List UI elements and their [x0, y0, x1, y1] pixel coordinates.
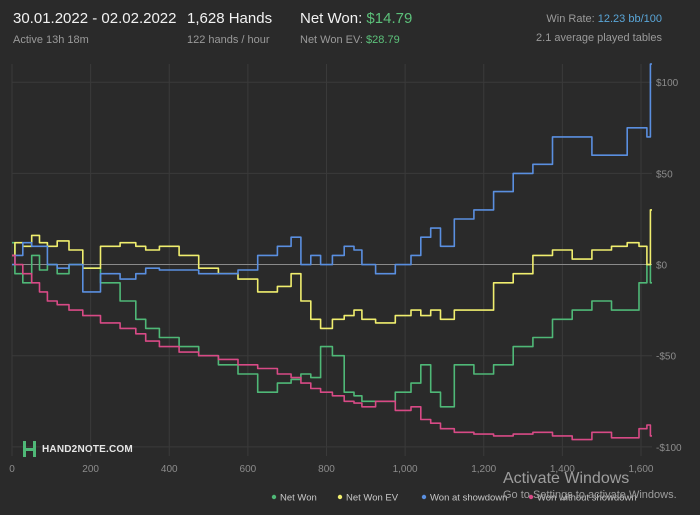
results-graph[interactable]: 0 200 400 600 800 1,000 1,200 1,400 1,600 $100 $50… — [0, 58, 700, 515]
x-tick-label: 600 — [240, 464, 257, 475]
win-rate: Win Rate: 12.23 bb/100 — [536, 13, 662, 25]
net-won-label: Net Won: — [300, 10, 363, 27]
series-line-showdown — [12, 63, 652, 293]
x-tick-label: 200 — [82, 464, 99, 475]
y-tick-label: -$50 — [656, 352, 676, 363]
hands-count: 1,628 Hands — [187, 10, 273, 27]
brand-name: HAND2NOTE.COM — [42, 443, 133, 455]
x-tick-label: 800 — [318, 464, 335, 475]
active-duration: Active 13h 18m — [13, 34, 89, 46]
legend-label: Net Won — [280, 493, 317, 504]
x-tick-label: 1,600 — [628, 464, 653, 475]
y-tick-label: $0 — [656, 261, 668, 272]
series-line-net-won-ev — [12, 209, 652, 330]
date-range-block: 30.01.2022 - 02.02.2022 Active 13h 18m — [13, 10, 176, 46]
x-tick-label: 1,200 — [471, 464, 496, 475]
y-tick-label: $100 — [656, 78, 679, 89]
watermark-line1: Activate Windows — [503, 470, 630, 487]
win-rate-label: Win Rate: — [546, 13, 595, 25]
watermark-line2: Go to Settings to activate Windows. — [503, 489, 677, 501]
x-tick-label: 1,400 — [550, 464, 575, 475]
legend-marker — [337, 494, 343, 500]
y-tick-label: -$100 — [656, 443, 682, 454]
win-rate-block: Win Rate: 12.23 bb/100 2.1 average playe… — [536, 13, 662, 44]
legend-label: Won without showdown — [537, 493, 637, 504]
h2n-logo-icon — [23, 441, 36, 457]
date-range: 30.01.2022 - 02.02.2022 — [13, 10, 177, 27]
x-tick-label: 400 — [161, 464, 178, 475]
net-won-ev-value: $28.79 — [366, 34, 400, 46]
session-summary-header: 30.01.2022 - 02.02.2022 Active 13h 18m 1… — [0, 0, 700, 58]
legend-label: Won at showdown — [430, 493, 507, 504]
legend-marker — [271, 494, 277, 500]
average-tables: 2.1 average played tables — [536, 32, 662, 44]
net-won-ev: Net Won EV: $28.79 — [300, 34, 412, 46]
legend-marker — [421, 494, 427, 500]
y-tick-label: $50 — [656, 169, 673, 180]
series-line-non-showdown — [12, 254, 652, 441]
x-tick-label: 1,000 — [393, 464, 418, 475]
x-tick-label: 0 — [9, 464, 15, 475]
hands-block: 1,628 Hands 122 hands / hour — [187, 10, 272, 46]
legend-marker — [528, 494, 534, 500]
win-rate-value: 12.23 bb/100 — [597, 13, 662, 25]
windows-activation-watermark: Activate Windows Go to Settings to activ… — [503, 470, 677, 501]
hands-rate: 122 hands / hour — [187, 34, 270, 46]
net-won-value: $14.79 — [366, 10, 413, 27]
net-won: Net Won: $14.79 — [300, 10, 412, 27]
legend-label: Net Won EV — [346, 493, 399, 504]
net-won-ev-label: Net Won EV: — [300, 34, 363, 46]
net-won-block: Net Won: $14.79 Net Won EV: $28.79 — [300, 10, 412, 46]
hand2note-brand: HAND2NOTE.COM — [22, 440, 133, 458]
